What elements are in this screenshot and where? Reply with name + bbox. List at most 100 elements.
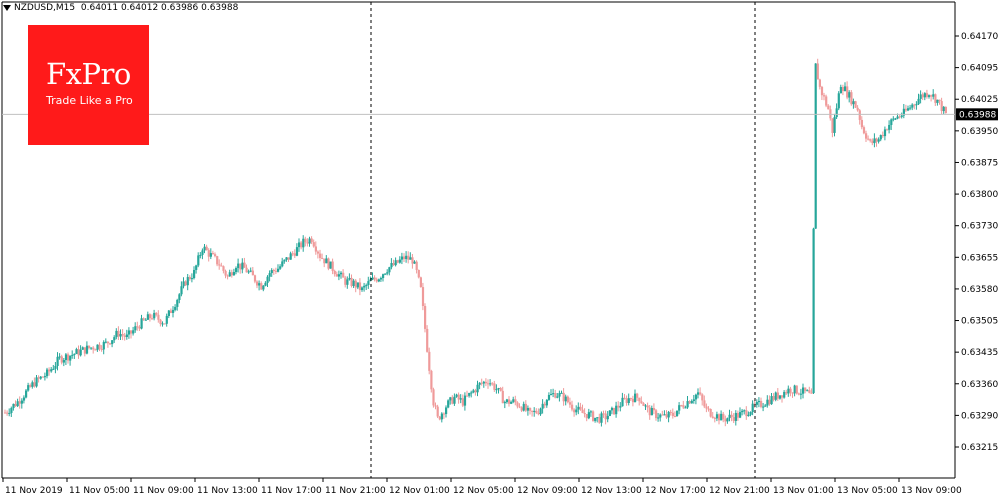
candle: [262, 284, 265, 292]
candle: [113, 335, 116, 343]
candle: [455, 393, 458, 398]
candle: [491, 382, 494, 386]
dropdown-triangle-icon[interactable]: [3, 4, 11, 11]
candle: [346, 276, 349, 289]
x-tick-label: 12 Nov 17:00: [645, 486, 706, 496]
y-tick-label: 0.63215: [961, 443, 998, 453]
candle: [726, 417, 729, 424]
candle: [802, 383, 805, 399]
candle: [373, 275, 376, 282]
candle: [300, 240, 303, 250]
candle: [535, 408, 538, 415]
candle: [335, 271, 338, 277]
candle: [178, 293, 181, 304]
x-tick: 11 Nov 13:00: [194, 478, 258, 496]
candle: [222, 265, 225, 274]
candle: [331, 258, 334, 275]
candle: [791, 392, 794, 398]
candle: [358, 278, 362, 296]
candle: [577, 402, 580, 415]
candle: [31, 380, 34, 389]
candle: [699, 387, 702, 396]
candle: [766, 395, 769, 408]
candle: [476, 380, 479, 397]
candle: [184, 280, 187, 286]
candle: [142, 317, 145, 321]
candle: [157, 310, 160, 323]
candle: [46, 367, 49, 379]
candle: [678, 402, 681, 415]
candle: [631, 395, 635, 407]
candle: [260, 281, 263, 290]
candle: [251, 266, 254, 276]
candle: [321, 253, 324, 260]
candle: [132, 326, 135, 336]
candle: [568, 397, 572, 408]
candle: [39, 375, 42, 380]
candle: [787, 385, 790, 397]
candle: [130, 330, 133, 339]
candle: [247, 269, 250, 274]
candle: [52, 364, 55, 370]
candle: [877, 137, 880, 144]
candle: [461, 394, 464, 408]
candle: [4, 409, 7, 414]
candle: [875, 137, 878, 147]
candle: [304, 236, 307, 247]
candle: [587, 408, 590, 420]
candle: [940, 97, 943, 115]
candle: [938, 99, 941, 105]
candle: [56, 352, 59, 371]
candle: [125, 329, 128, 340]
candle: [881, 131, 884, 138]
candle: [501, 386, 504, 404]
candle: [508, 396, 511, 407]
candle: [43, 372, 47, 381]
candle: [925, 89, 929, 99]
candle: [659, 413, 662, 422]
candle: [151, 314, 154, 320]
x-tick-label: 12 Nov 13:00: [581, 486, 642, 496]
candle: [96, 344, 99, 352]
candle: [531, 410, 534, 417]
x-tick: 11 Nov 2019: [2, 478, 63, 496]
candle: [627, 393, 630, 406]
y-tick-label: 0.63435: [961, 348, 998, 358]
candle: [942, 105, 945, 115]
candle: [472, 388, 475, 394]
axes: [1, 1, 956, 479]
candle: [934, 93, 937, 107]
x-axis-ticks: 11 Nov 2019 11 Nov 05:00 11 Nov 09:00 11 No…: [2, 478, 962, 496]
candle: [602, 410, 605, 418]
candle: [585, 414, 588, 422]
candle: [804, 387, 807, 394]
candle: [419, 276, 422, 288]
candle: [837, 91, 840, 111]
candle: [325, 255, 328, 264]
candle: [478, 382, 481, 390]
candle: [274, 267, 278, 275]
candle: [211, 250, 215, 255]
candle: [615, 401, 618, 418]
candle: [220, 262, 223, 267]
candle: [117, 326, 120, 340]
y-tick-label: 0.63580: [961, 285, 998, 295]
candle: [188, 275, 191, 281]
candle: [823, 92, 826, 101]
y-tick-label: 0.63875: [961, 158, 998, 168]
x-tick: 12 Nov 01:00: [386, 478, 450, 496]
candle: [90, 347, 93, 350]
current-price: 0.63988: [2, 108, 998, 121]
candle: [71, 350, 74, 359]
candle: [707, 406, 710, 412]
candle: [377, 278, 380, 283]
candle: [432, 387, 435, 408]
y-tick: 0.63580: [955, 285, 998, 295]
candle: [77, 345, 80, 359]
candle: [92, 346, 95, 354]
candle: [169, 308, 173, 314]
candle: [718, 413, 721, 425]
y-tick: 0.63655: [955, 253, 998, 263]
candle: [352, 278, 355, 289]
y-tick-label: 0.64025: [961, 95, 998, 105]
